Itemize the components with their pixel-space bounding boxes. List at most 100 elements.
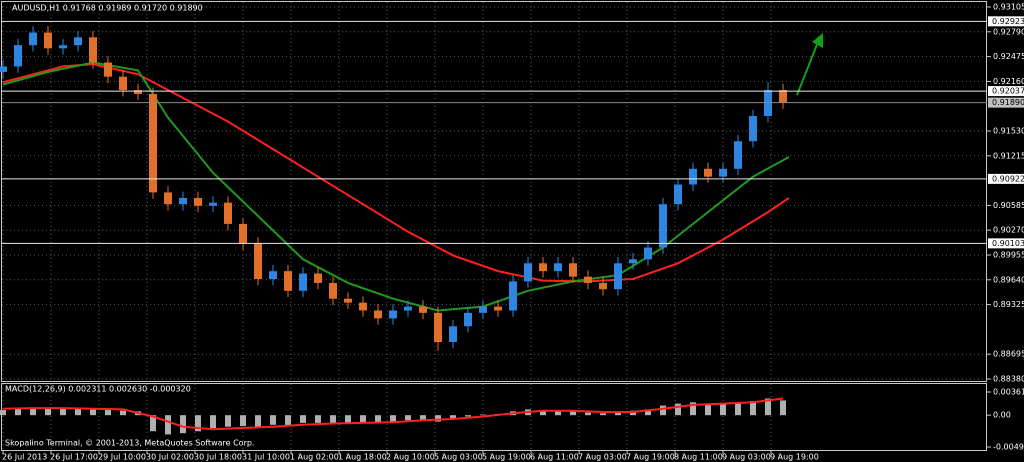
x-tick-label: 9 Aug 03:00 [722, 453, 771, 462]
candle-body [329, 282, 337, 299]
y-tick-label: 0.89325 [993, 300, 1024, 309]
candle-body [404, 306, 412, 311]
macd-bar [450, 415, 456, 419]
candle-body [599, 282, 607, 290]
candle-body [554, 263, 562, 272]
candle-body [179, 197, 187, 205]
main-panel-frame [1, 1, 987, 382]
candle-body [344, 298, 352, 303]
y-tick-label: 0.90585 [993, 201, 1024, 210]
macd-signal [2, 397, 784, 431]
macd-bar [15, 408, 21, 416]
macd-bar [660, 405, 666, 416]
macd-bar [480, 414, 486, 416]
y-tick-label: 0.91530 [993, 127, 1024, 136]
macd-title: MACD(12,26,9) 0.002311 0.002630 -0.00032… [5, 385, 191, 394]
x-tick-label: 5 Aug 03:00 [434, 453, 483, 462]
macd-bar [375, 415, 381, 423]
macd-bar [315, 415, 321, 423]
candle-body [719, 168, 727, 177]
macd-bar [300, 415, 306, 423]
macd-bar [780, 400, 786, 416]
x-tick-label: 29 Jul 10:00 [98, 453, 146, 462]
macd-bar [705, 403, 711, 416]
macd-bar [30, 407, 36, 416]
candle-body [299, 273, 307, 291]
macd-bar [360, 415, 366, 423]
macd-bar [675, 403, 681, 416]
candle-body [419, 306, 427, 313]
macd-bar [165, 415, 171, 435]
candle-body [779, 90, 787, 103]
macd-bar [645, 409, 651, 416]
y-tick-label: 0.89640 [993, 275, 1024, 284]
y-tick-label: 0.89955 [993, 251, 1024, 260]
candle-body [434, 312, 442, 342]
candle-body [149, 93, 157, 193]
level-label: 0.92037 [992, 87, 1024, 96]
macd-bar [240, 415, 246, 427]
y-tick-label: 0.00 [993, 411, 1011, 420]
candle-body [59, 45, 67, 49]
candle-body [0, 66, 7, 72]
candle-body [359, 302, 367, 311]
macd-bar [615, 411, 621, 416]
candle-body [134, 90, 142, 94]
y-tick-label: 0.91215 [993, 151, 1024, 160]
candle-body [164, 192, 172, 205]
candle-body [89, 37, 97, 63]
x-tick-label: 7 Aug 03:00 [578, 453, 627, 462]
macd-bar [465, 415, 471, 417]
macd-bar [405, 415, 411, 421]
x-tick-label: 6 Aug 11:00 [530, 453, 579, 462]
macd-bar [120, 410, 126, 416]
macd-bar [330, 415, 336, 424]
candle-body [524, 263, 532, 282]
current-price-box [988, 97, 1024, 108]
candle-body [284, 271, 292, 291]
level-label-box [988, 16, 1024, 27]
candle-body [509, 281, 517, 311]
macd-bar [60, 408, 66, 416]
y-tick-label: 0.92790 [993, 27, 1024, 36]
macd-bar [765, 398, 771, 416]
candle-body [614, 263, 622, 290]
level-label: 0.90103 [992, 239, 1024, 248]
macd-bar [390, 415, 396, 422]
candle-body [119, 76, 127, 91]
arrow [796, 41, 819, 96]
candle-body [14, 45, 22, 67]
chart-title: AUDUSD,H1 0.91768 0.91989 0.91720 0.9189… [12, 4, 203, 13]
candle-body [749, 116, 757, 142]
candle-body [194, 197, 202, 206]
x-tick-label: 26 Jul 17:00 [50, 453, 98, 462]
candle-body [449, 326, 457, 342]
level-label: 0.92923 [992, 17, 1024, 26]
candle-body [29, 32, 37, 46]
x-tick-label: 30 Jul 02:00 [146, 453, 194, 462]
macd-bar [225, 415, 231, 427]
candle-body [689, 168, 697, 185]
candle-body [674, 184, 682, 205]
y-tick-label: 0.92160 [993, 77, 1024, 86]
macd-bar [285, 415, 291, 426]
candle-body [629, 259, 637, 264]
candle-body [584, 276, 592, 283]
macd-bar [150, 415, 156, 432]
y-tick-label: 0.90270 [993, 226, 1024, 235]
macd-bar [345, 415, 351, 423]
x-tick-label: 1 Aug 18:00 [338, 453, 387, 462]
y-tick-label: 0.92475 [993, 52, 1024, 61]
candle-body [104, 62, 112, 77]
macd-bar [540, 410, 546, 416]
macd-bar [735, 402, 741, 416]
moving-average [2, 63, 790, 283]
macd-bar [720, 404, 726, 416]
macd-bar [75, 408, 81, 416]
candle-body [209, 202, 217, 206]
y-tick-label: 0.93105 [993, 3, 1024, 12]
candle-body [269, 271, 277, 280]
macd-bar [180, 415, 186, 434]
